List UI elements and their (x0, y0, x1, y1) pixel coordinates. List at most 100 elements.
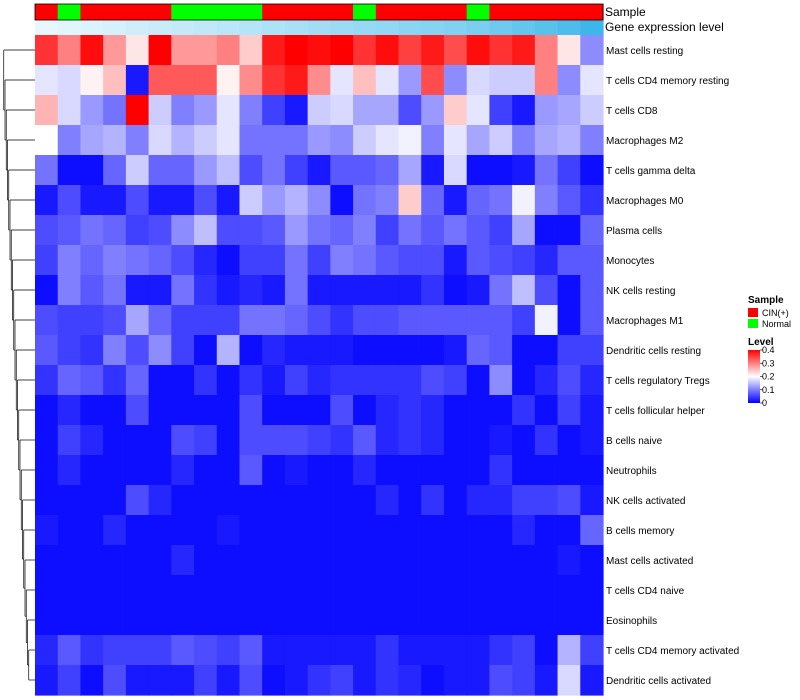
row-label: Plasma cells (606, 226, 662, 237)
heatmap-cell (307, 575, 331, 606)
heatmap-cell (330, 155, 354, 186)
expression-annotation-cell (421, 20, 445, 35)
row-label: Dendritic cells resting (606, 346, 701, 357)
heatmap-cell (580, 275, 604, 306)
heatmap-cell (443, 545, 468, 576)
heatmap-cell (103, 155, 127, 186)
sample-annotation-cell (262, 4, 286, 20)
heatmap-cell (375, 455, 400, 486)
heatmap-cell (194, 665, 218, 696)
heatmap-cell (103, 185, 127, 216)
heatmap-cell (284, 365, 309, 396)
heatmap-cell (353, 635, 377, 666)
heatmap-cell (353, 605, 377, 636)
heatmap-cell (489, 635, 513, 666)
heatmap-cell (262, 665, 286, 696)
heatmap-cell (239, 95, 263, 126)
heatmap-cell (580, 515, 604, 546)
heatmap-cell (512, 665, 536, 696)
heatmap-cell (80, 665, 104, 696)
heatmap-cell (125, 425, 150, 456)
heatmap-cell (80, 485, 104, 516)
heatmap-cell (103, 95, 127, 126)
heatmap-cell (534, 245, 559, 276)
heatmap-cell (398, 155, 422, 186)
heatmap-cell (489, 65, 513, 96)
heatmap-cell (466, 515, 490, 546)
row-label: NK cells resting (606, 286, 675, 297)
sample-annotation-cell (353, 4, 377, 20)
heatmap-cell (216, 635, 241, 666)
heatmap-cell (443, 635, 468, 666)
heatmap-cell (398, 125, 422, 156)
heatmap-cell (262, 485, 286, 516)
heatmap-cell (466, 575, 490, 606)
heatmap-cell (194, 95, 218, 126)
heatmap-cell (375, 215, 400, 246)
heatmap-cell (512, 215, 536, 246)
heatmap-cell (512, 185, 536, 216)
heatmap-cell (57, 35, 82, 66)
heatmap-cell (466, 125, 490, 156)
expression-annotation-cell (35, 20, 59, 35)
expression-annotation-cell (148, 20, 172, 35)
heatmap-cell (35, 185, 59, 216)
heatmap-cell (35, 95, 59, 126)
heatmap-cell (398, 365, 422, 396)
heatmap-cell (534, 635, 559, 666)
heatmap-cell (239, 155, 263, 186)
heatmap-cell (398, 635, 422, 666)
heatmap-cell (262, 425, 286, 456)
heatmap-cell (262, 65, 286, 96)
heatmap-cell (466, 485, 490, 516)
heatmap-cell (580, 575, 604, 606)
heatmap-cell (330, 575, 354, 606)
heatmap-cell (330, 515, 354, 546)
row-label: T cells gamma delta (606, 166, 696, 177)
heatmap-cell (35, 425, 59, 456)
legend-tick-label: 0 (762, 398, 767, 408)
expression-annotation-cell (512, 20, 536, 35)
heatmap-cell (353, 395, 377, 426)
heatmap-cell (375, 305, 400, 336)
heatmap-cell (307, 485, 331, 516)
expression-annotation-cell (466, 20, 490, 35)
heatmap-cell (580, 605, 604, 636)
heatmap-cell (375, 635, 400, 666)
heatmap-cell (398, 305, 422, 336)
heatmap-cell (125, 395, 150, 426)
heatmap-cell (171, 215, 195, 246)
heatmap-cell (398, 215, 422, 246)
heatmap-cell (443, 185, 468, 216)
row-label: Dendritic cells activated (606, 676, 711, 687)
heatmap-cell (512, 155, 536, 186)
heatmap-cell (489, 125, 513, 156)
heatmap-cell (103, 455, 127, 486)
heatmap-cell (148, 545, 172, 576)
heatmap-cell (580, 395, 604, 426)
heatmap-cell (466, 305, 490, 336)
heatmap-cell (557, 395, 581, 426)
heatmap-cell (330, 605, 354, 636)
row-label: Macrophages M2 (606, 136, 684, 147)
heatmap-cell (57, 545, 82, 576)
heatmap-cell (534, 185, 559, 216)
heatmap-cell (375, 125, 400, 156)
expression-annotation-cell (353, 20, 377, 35)
heatmap-cell (557, 335, 581, 366)
heatmap-cell (239, 545, 263, 576)
heatmap-cell (284, 575, 309, 606)
heatmap-cell (57, 275, 82, 306)
heatmap-cell (466, 665, 490, 696)
heatmap-cell (443, 575, 468, 606)
heatmap-cell (443, 515, 468, 546)
heatmap-cell (421, 455, 445, 486)
heatmap-cell (35, 155, 59, 186)
heatmap-cell (148, 275, 172, 306)
heatmap-cell (239, 455, 263, 486)
heatmap-cell (421, 245, 445, 276)
annotation-label-expression: Gene expression level (605, 20, 724, 34)
heatmap-cell (534, 545, 559, 576)
heatmap-cell (307, 605, 331, 636)
row-label: T cells CD4 memory resting (606, 76, 729, 87)
